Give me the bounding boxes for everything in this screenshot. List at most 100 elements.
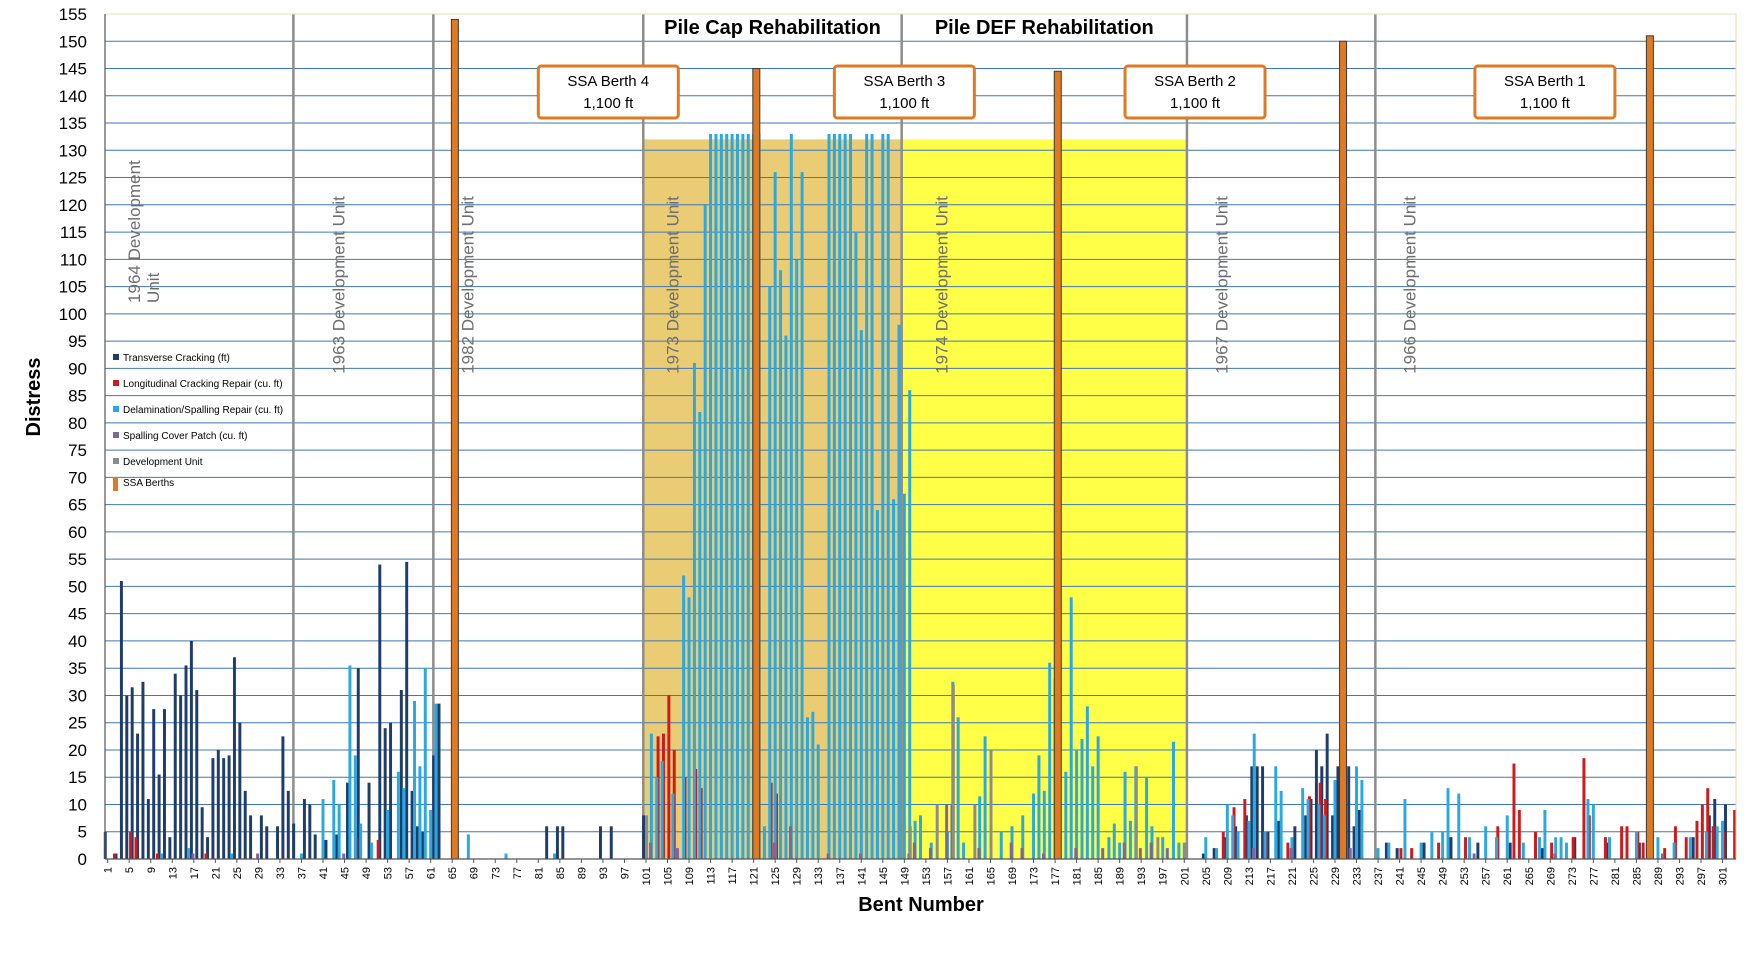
bar-longitudinal-273 (1571, 837, 1575, 859)
bar-longitudinal-253 (1464, 837, 1467, 859)
y-tick-label-65: 65 (68, 496, 87, 515)
bar-delamination/spalling-250 (1446, 788, 1450, 859)
bar-longitudinal-303 (1733, 809, 1737, 859)
bar-delamination/spalling-149 (902, 493, 906, 859)
bar-delamination/spalling-50 (369, 842, 373, 859)
bar-delamination/spalling-112 (703, 204, 707, 859)
bar-delamination/spalling-245 (1419, 842, 1423, 859)
bar-delamination/spalling-189 (1118, 842, 1122, 859)
y-tick-label-5: 5 (78, 823, 87, 842)
bar-spalling-107 (675, 848, 679, 859)
axes: 0510152025303540455055606570758085909510… (59, 5, 1737, 885)
ssa-berth-box-name-3: SSA Berth 2 (1154, 73, 1236, 90)
ssa-berth-box-3 (1123, 64, 1267, 120)
bar-spalling-151 (912, 842, 916, 859)
bar-transverse-18 (195, 690, 199, 859)
bar-spalling-181 (1074, 848, 1078, 859)
bar-delamination/spalling-171 (1021, 815, 1025, 859)
bar-spalling-214 (1251, 848, 1255, 859)
bar-transverse-59 (415, 826, 419, 859)
bar-development-196 (1156, 837, 1160, 859)
bar-delamination/spalling-60 (423, 668, 427, 859)
bar-delamination/spalling-127 (784, 335, 788, 860)
x-tick-label-69: 69 (469, 867, 481, 879)
bar-transverse-48 (356, 668, 360, 859)
bar-delamination/spalling-152 (919, 815, 922, 859)
bar-transverse-11 (157, 774, 161, 859)
bar-transverse-36 (292, 823, 296, 859)
bar-delamination/spalling-233 (1355, 766, 1358, 859)
bar-longitudinal-105 (667, 695, 671, 859)
bar-longitudinal-299 (1711, 826, 1715, 859)
bar-delamination/spalling-125 (773, 172, 777, 859)
bar-delamination/spalling-271 (1559, 837, 1563, 859)
x-tick-label-1: 1 (103, 867, 115, 873)
bar-transverse-34 (281, 736, 285, 859)
bar-transverse-101 (642, 815, 646, 859)
y-tick-label-125: 125 (59, 169, 87, 188)
bar-transverse-241 (1395, 848, 1399, 859)
bar-transverse-39 (308, 804, 312, 859)
bar-transverse-230 (1336, 766, 1340, 859)
x-tick-label-37: 37 (296, 867, 308, 879)
bar-transverse-232 (1347, 766, 1351, 859)
bar-transverse-222 (1293, 826, 1297, 859)
x-tick-label-45: 45 (340, 867, 352, 879)
bar-delamination/spalling-295 (1688, 837, 1692, 859)
bar-transverse-7 (136, 733, 140, 859)
bar-delamination/spalling-126 (779, 270, 783, 859)
x-tick-label-105: 105 (663, 867, 675, 885)
ssa-berth-marker-3 (1053, 70, 1062, 860)
bar-delamination/spalling-301 (1721, 820, 1725, 859)
x-tick-label-121: 121 (749, 867, 761, 885)
bar-delamination/spalling-43 (332, 779, 336, 859)
development-unit-label-1: 1964 Development (125, 160, 144, 303)
y-tick-label-140: 140 (59, 87, 87, 106)
bar-delamination/spalling-224 (1306, 799, 1310, 859)
bar-spalling-154 (928, 848, 932, 859)
bar-spalling-128 (789, 826, 792, 859)
y-tick-label-105: 105 (59, 278, 87, 297)
bar-delamination/spalling-150 (908, 390, 912, 859)
x-tick-label-237: 237 (1373, 867, 1385, 885)
bar-delamination/spalling-280 (1608, 837, 1611, 859)
x-tick-label-201: 201 (1179, 867, 1191, 885)
bar-transverse-21 (211, 758, 215, 859)
bar-delamination/spalling-135 (827, 133, 831, 859)
legend-label-5: Development Unit (123, 457, 203, 468)
x-tick-label-129: 129 (792, 867, 804, 885)
bar-delamination/spalling-144 (875, 510, 879, 859)
ssa-berth-box-length-3: 1,100 ft (1170, 95, 1221, 112)
x-tick-label-21: 21 (210, 867, 222, 879)
y-tick-label-25: 25 (68, 714, 87, 733)
bar-transverse-19 (200, 807, 204, 859)
bar-delamination/spalling-128 (789, 133, 793, 859)
y-tick-label-55: 55 (68, 550, 87, 569)
bar-transverse-10 (152, 709, 156, 859)
bar-delamination/spalling-143 (870, 133, 874, 859)
bar-longitudinal-243 (1410, 848, 1414, 859)
x-tick-label-253: 253 (1459, 867, 1471, 885)
bar-transverse-46 (346, 782, 349, 859)
bar-delamination/spalling-252 (1457, 793, 1461, 859)
bar-longitudinal-286 (1641, 842, 1645, 859)
bar-delamination/spalling-188 (1112, 823, 1116, 859)
bar-transverse-14 (173, 673, 177, 859)
bar-delamination/spalling-209 (1225, 804, 1229, 859)
x-tick-label-297: 297 (1696, 867, 1708, 885)
legend-swatch-5 (113, 458, 119, 464)
bar-delamination/spalling-175 (1042, 790, 1046, 859)
y-tick-label-90: 90 (68, 359, 87, 378)
x-tick-label-137: 137 (835, 867, 847, 885)
x-tick-label-265: 265 (1524, 867, 1536, 885)
bar-transverse-95 (609, 826, 613, 859)
bar-transverse-15 (179, 695, 183, 859)
bar-delamination/spalling-46 (348, 665, 352, 859)
bar-transverse-286 (1637, 842, 1641, 859)
bar-transverse-225 (1309, 799, 1313, 859)
y-tick-label-75: 75 (68, 441, 87, 460)
bar-delamination/spalling-59 (418, 766, 422, 859)
ssa-berth-box-length-4: 1,100 ft (1520, 95, 1571, 112)
y-tick-label-110: 110 (60, 250, 87, 269)
